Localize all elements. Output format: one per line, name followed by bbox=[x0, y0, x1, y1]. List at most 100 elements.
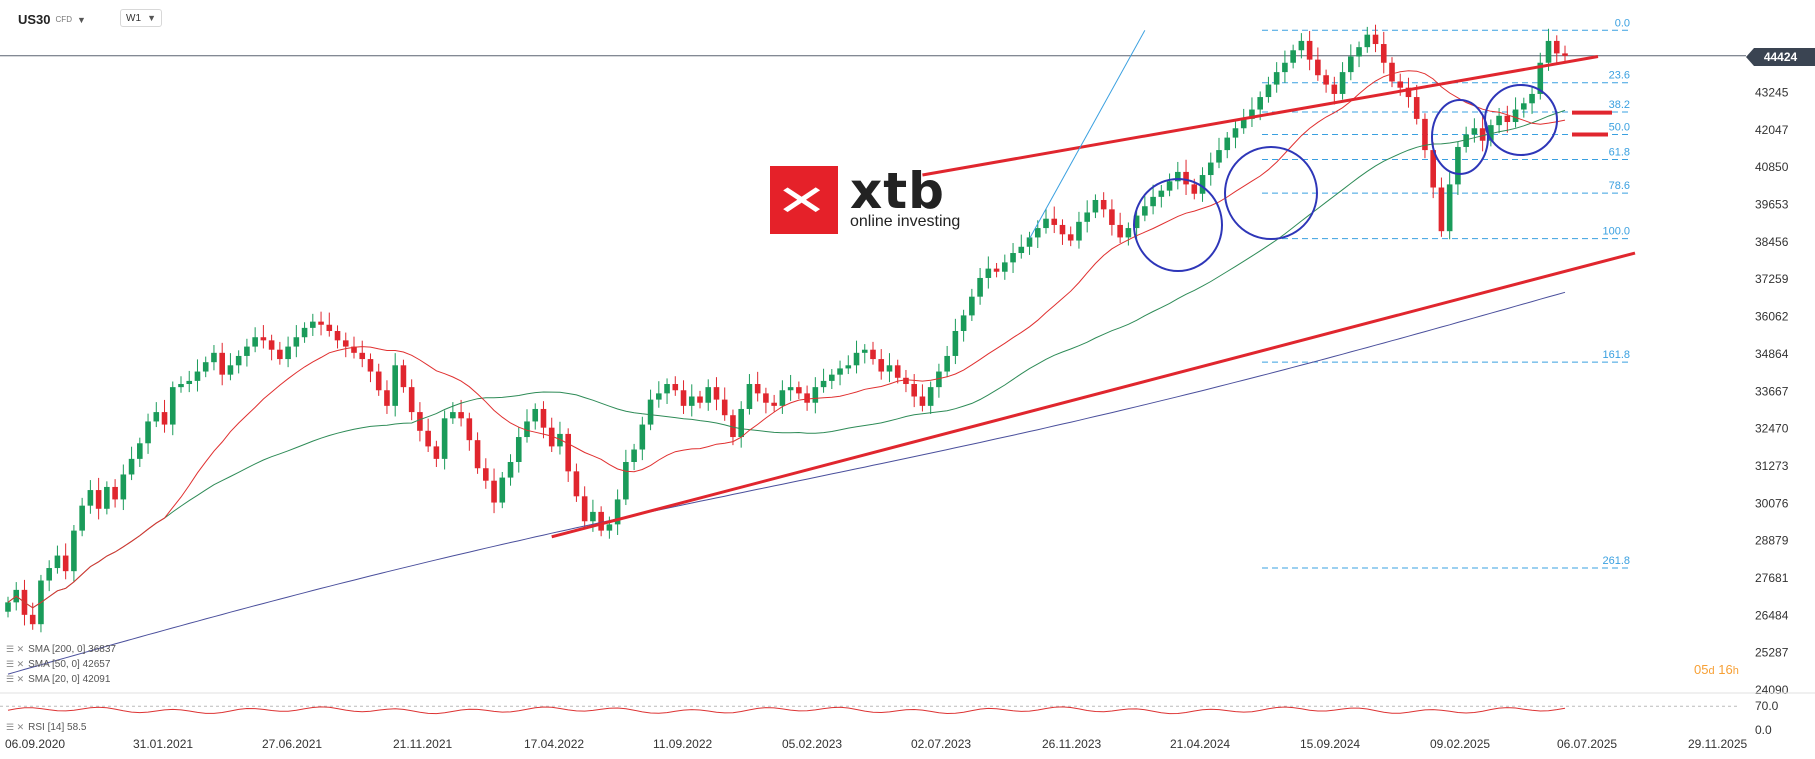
candle-body bbox=[820, 380, 827, 388]
candle-body bbox=[277, 349, 283, 360]
candle-body bbox=[62, 555, 69, 572]
x-tick-label: 06.09.2020 bbox=[5, 737, 65, 751]
candle-body bbox=[1545, 40, 1552, 63]
candle-body bbox=[384, 390, 390, 406]
symbol-selector[interactable]: US30 CFD ▼ bbox=[18, 12, 86, 27]
xtb-logo: ✕ xtb online investing bbox=[770, 166, 960, 234]
candle-body bbox=[359, 352, 366, 360]
logo-brand: xtb bbox=[850, 162, 945, 220]
candle-body bbox=[1133, 215, 1140, 229]
candle-body bbox=[1463, 134, 1469, 147]
settings-icon[interactable]: ☰ ✕ bbox=[6, 659, 25, 669]
candle-body bbox=[169, 387, 176, 425]
candle-body bbox=[738, 408, 744, 438]
fibonacci-levels: 0.0 23.6 38.2 50.0 61.8 78.6 100.0 161.8 261.8 bbox=[1262, 17, 1632, 569]
y-tick-label: 43245 bbox=[1755, 86, 1789, 100]
highlight-circle bbox=[1133, 178, 1223, 272]
candle-body bbox=[985, 268, 992, 278]
highlight-circle bbox=[1224, 146, 1318, 240]
candle-body bbox=[1059, 224, 1066, 235]
candle-body bbox=[1043, 218, 1049, 229]
x-tick-label: 31.01.2021 bbox=[133, 737, 193, 751]
indicator-legend-sma20[interactable]: ☰ ✕ SMA [20, 0] 42091 bbox=[6, 674, 110, 685]
candle-body bbox=[252, 337, 258, 347]
indicator-legend-sma200[interactable]: ☰ ✕ SMA [200, 0] 36837 bbox=[6, 644, 116, 655]
candle-body bbox=[392, 365, 398, 406]
trend-drawings bbox=[551, 30, 1636, 539]
candle-body bbox=[268, 340, 275, 350]
candle-body bbox=[227, 365, 234, 375]
candle-body bbox=[441, 418, 448, 459]
candle-body bbox=[400, 365, 407, 388]
indicator-legend-sma50[interactable]: ☰ ✕ SMA [50, 0] 42657 bbox=[6, 659, 110, 670]
candle-body bbox=[235, 355, 242, 366]
candle-body bbox=[194, 371, 201, 381]
candle-body bbox=[1207, 162, 1214, 176]
candle-body bbox=[524, 421, 530, 438]
candle-body bbox=[515, 437, 522, 462]
candle-body bbox=[1158, 190, 1165, 197]
candle-body bbox=[334, 330, 341, 341]
settings-icon[interactable]: ☰ ✕ bbox=[6, 644, 25, 654]
candle-body bbox=[573, 471, 580, 497]
y-tick-label: 42047 bbox=[1755, 123, 1789, 137]
rsi-legend[interactable]: ☰ ✕ RSI [14] 58.5 bbox=[6, 722, 87, 733]
candle-body bbox=[664, 384, 670, 394]
candle-body bbox=[1109, 209, 1115, 225]
candle-body bbox=[532, 408, 539, 422]
candle-body bbox=[326, 324, 333, 331]
candle-body bbox=[631, 449, 637, 462]
candle-body bbox=[927, 387, 934, 406]
timeframe-selector[interactable]: W1 ▼ bbox=[120, 9, 162, 27]
candle-body bbox=[606, 524, 613, 531]
candle-body bbox=[1175, 171, 1181, 182]
candle-body bbox=[1380, 44, 1387, 63]
candle-body bbox=[1100, 199, 1107, 210]
y-tick-label: 37259 bbox=[1755, 272, 1789, 286]
candle-body bbox=[5, 602, 11, 612]
upper-channel-trendline bbox=[922, 55, 1599, 177]
candle-countdown: 05d 16h bbox=[1694, 662, 1739, 677]
candle-body bbox=[260, 337, 267, 341]
candle-body bbox=[1002, 262, 1008, 272]
candle-body bbox=[796, 387, 802, 394]
candle-body bbox=[301, 327, 308, 338]
chevron-down-icon: ▼ bbox=[76, 14, 86, 25]
candle-body bbox=[87, 490, 94, 506]
candle-body bbox=[1125, 228, 1132, 238]
x-tick-label: 29.11.2025 bbox=[1688, 737, 1747, 751]
candle-body bbox=[120, 474, 127, 500]
x-tick-label: 21.04.2024 bbox=[1170, 737, 1230, 751]
candle-body bbox=[367, 359, 374, 372]
candle-body bbox=[474, 440, 481, 469]
candle-body bbox=[1512, 109, 1519, 123]
candle-body bbox=[845, 365, 852, 369]
candle-body bbox=[1257, 97, 1263, 110]
indicator-label: SMA [200, 0] 36837 bbox=[28, 644, 116, 655]
settings-icon[interactable]: ☰ ✕ bbox=[6, 674, 25, 684]
candle-body bbox=[1348, 56, 1354, 73]
candle-body bbox=[1298, 40, 1305, 51]
sma-line bbox=[7, 291, 1566, 675]
candle-body bbox=[688, 396, 695, 406]
candle-body bbox=[153, 412, 160, 422]
candle-body bbox=[1422, 118, 1428, 151]
candle-body bbox=[697, 396, 703, 403]
moving-averages bbox=[7, 70, 1566, 675]
candle-body bbox=[1067, 234, 1074, 241]
candle-body bbox=[960, 315, 967, 331]
candle-body bbox=[1496, 115, 1502, 126]
candle-body bbox=[1290, 50, 1296, 63]
candle-body bbox=[565, 433, 571, 472]
timeframe-label: W1 bbox=[126, 12, 141, 24]
y-tick-label: 30076 bbox=[1755, 496, 1789, 510]
candle-body bbox=[211, 352, 217, 363]
candle-body bbox=[466, 418, 473, 441]
sma-line bbox=[7, 70, 1566, 609]
indicator-label: SMA [50, 0] 42657 bbox=[28, 659, 111, 670]
candle-body bbox=[1405, 87, 1412, 98]
candle-body bbox=[787, 387, 794, 391]
settings-icon[interactable]: ☰ ✕ bbox=[6, 722, 25, 732]
candle-body bbox=[1117, 224, 1123, 238]
